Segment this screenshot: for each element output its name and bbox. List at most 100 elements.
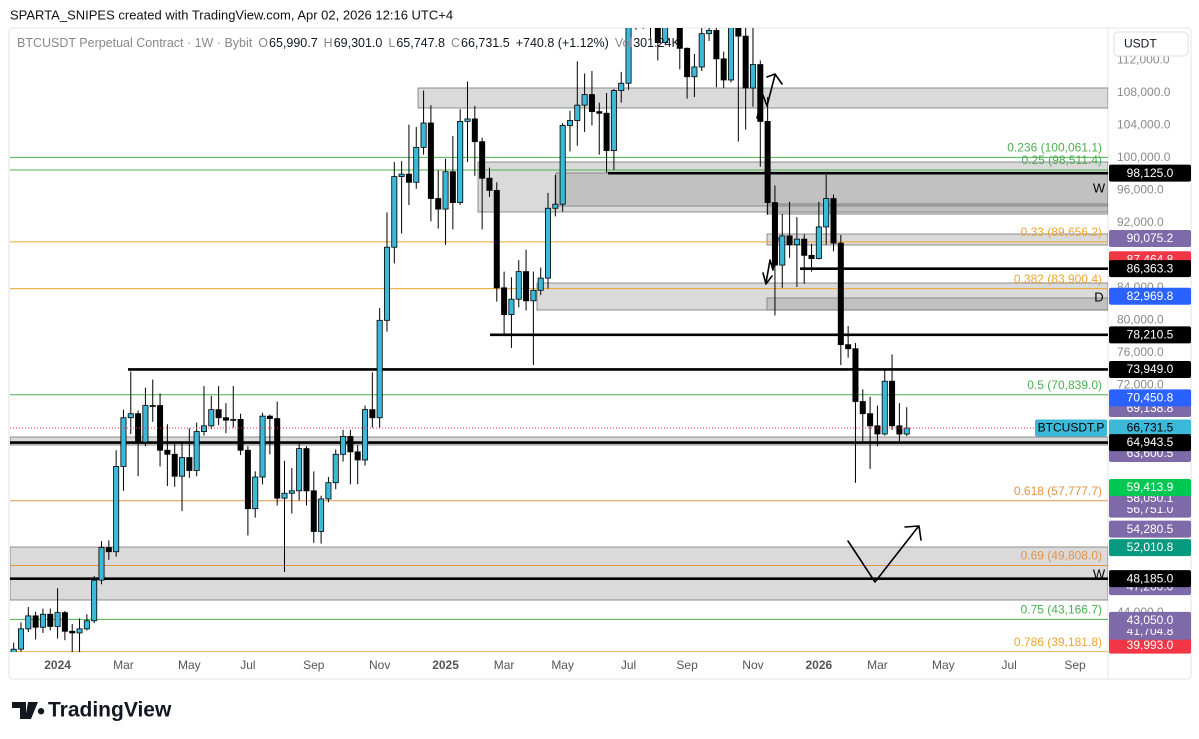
candle-body — [874, 425, 881, 435]
symbol-tag: BTCUSDT.P — [1038, 421, 1105, 435]
candle-body — [676, 28, 683, 49]
candle-body — [288, 490, 295, 494]
candle-body — [405, 173, 412, 183]
candle-body — [654, 28, 661, 44]
price-label: 90,075.2 — [1127, 231, 1174, 245]
y-tick-label: 108,000.0 — [1117, 85, 1171, 99]
price-label-box — [1109, 389, 1191, 407]
price-label-box — [1109, 611, 1191, 629]
candle-body — [354, 451, 361, 461]
price-label: 78,210.5 — [1127, 328, 1174, 342]
candle-body — [493, 189, 500, 289]
fib-label: 0.382 (83,900.4) — [1014, 272, 1102, 286]
candle-body — [830, 198, 837, 244]
legend-value: 301.24K — [633, 36, 680, 50]
candle-body — [98, 547, 105, 581]
candle-body — [186, 457, 193, 471]
candle-body — [25, 615, 32, 630]
candle-body — [17, 628, 24, 650]
candle-body — [252, 476, 259, 510]
price-label-box — [1109, 539, 1191, 557]
zone — [10, 436, 1108, 446]
brand-logo — [12, 702, 45, 719]
price-label: 43,050.0 — [1127, 613, 1174, 627]
candle-body — [105, 547, 112, 553]
candle-body — [435, 198, 442, 210]
candle-body — [149, 405, 156, 407]
candle-body — [318, 498, 325, 532]
candle-body — [171, 453, 178, 477]
candle-body — [867, 413, 874, 427]
candle-body — [164, 449, 171, 455]
candle-body — [369, 409, 376, 419]
legend-symbol: BTCUSDT Perpetual Contract · 1W · Bybit — [17, 36, 253, 50]
legend-text: BTCUSDT Perpetual Contract · 1W · Bybit O… — [17, 36, 680, 50]
zone — [766, 233, 1108, 246]
price-label-box — [1109, 419, 1191, 437]
price-label: 52,010.8 — [1127, 540, 1174, 554]
zone — [10, 546, 1108, 601]
price-label-box — [1109, 326, 1191, 344]
candle-body — [310, 490, 317, 532]
candle-body — [566, 120, 573, 126]
candle-body — [815, 226, 822, 259]
candle-body — [464, 118, 471, 122]
annotation: W — [1093, 566, 1106, 581]
currency-button[interactable]: USDT — [1113, 31, 1189, 57]
candle-body — [713, 30, 720, 60]
candle-body — [266, 415, 273, 419]
candle-body — [332, 453, 339, 484]
candle-body — [903, 427, 910, 435]
currency-box[interactable] — [1113, 31, 1189, 57]
candle-body — [881, 380, 888, 435]
candle-body — [32, 615, 39, 628]
candle-body — [852, 348, 859, 402]
fib-label: 0.75 (43,166.7) — [1021, 603, 1102, 617]
legend-value: 69,301.0 — [334, 36, 383, 50]
candle-body — [537, 277, 544, 291]
price-label: 98,125.0 — [1127, 166, 1174, 180]
candle-body — [113, 466, 120, 553]
candle-body — [193, 431, 200, 471]
brand: TradingView — [12, 699, 172, 722]
legend-key: O — [258, 36, 268, 50]
candle-body — [742, 35, 749, 89]
candle-body — [779, 235, 786, 266]
time-axis: 2024 Mar May Jul Sep Nov 2025 Mar May Jul Sep Nov 20… — [44, 658, 1086, 672]
candle-body — [142, 405, 149, 443]
legend-key: C — [451, 36, 460, 50]
price-label: 54,280.5 — [1127, 522, 1174, 536]
y-tick-label: 76,000.0 — [1117, 345, 1164, 359]
y-tick-label: 100,000.0 — [1117, 150, 1171, 164]
x-tick-label: 2025 — [432, 658, 459, 672]
candle-body — [720, 58, 727, 81]
legend-change: +740.8 (+1.12%) — [516, 36, 609, 50]
price-label-box — [1109, 434, 1191, 452]
price-label: 48,185.0 — [1127, 571, 1174, 585]
fib-levels: 0.236 (100,061.1)0.25 (98,511.4) 0.33 (89… — [10, 141, 1108, 652]
candle-body — [749, 64, 756, 89]
candle-body — [691, 66, 698, 78]
candle-body — [259, 415, 266, 478]
price-label: 66,731.5 — [1127, 421, 1174, 435]
y-tick-label: 96,000.0 — [1117, 183, 1164, 197]
candle-body — [581, 94, 588, 106]
candle-body — [786, 235, 793, 246]
fib-label: 0.618 (57,777.7) — [1014, 484, 1102, 498]
candle-body — [823, 198, 830, 228]
candle-body — [684, 47, 691, 78]
y-tick-label: 80,000.0 — [1117, 312, 1164, 326]
zone — [766, 203, 1108, 215]
candle-body — [545, 207, 552, 279]
candle-body — [896, 425, 903, 435]
candle-body — [479, 141, 486, 179]
candle-body — [641, 0, 646, 17]
price-label: 39,993.0 — [1127, 638, 1174, 652]
candle-body — [559, 125, 566, 205]
currency[interactable]: USDT — [1124, 37, 1157, 51]
candle-body — [515, 271, 522, 300]
arrow-drawing — [762, 237, 779, 285]
legend-key: L — [388, 36, 395, 50]
candle-body — [83, 620, 90, 630]
